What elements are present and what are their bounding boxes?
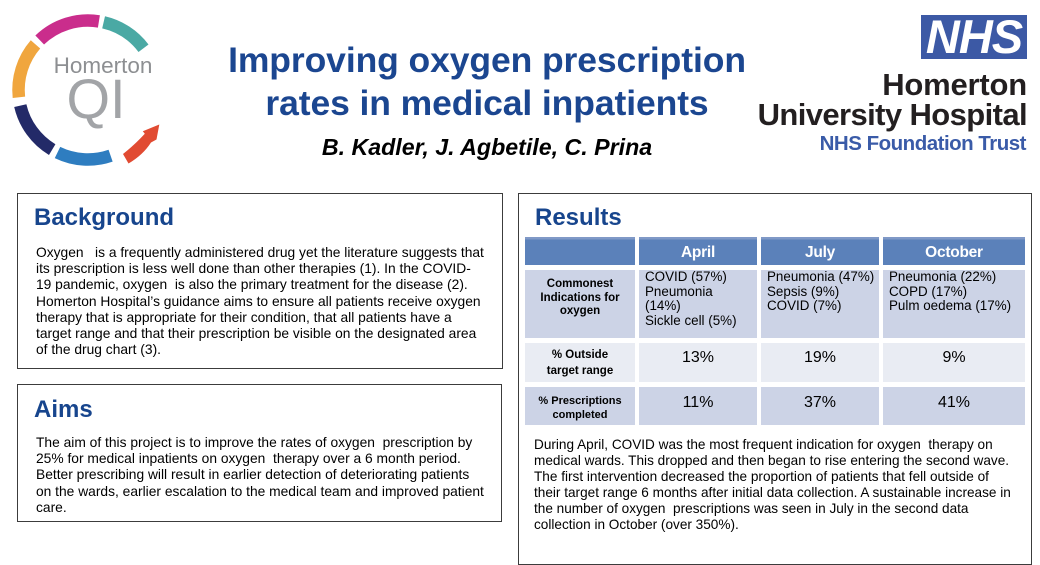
svg-text:QI: QI bbox=[66, 67, 125, 130]
svg-text:Homerton: Homerton bbox=[53, 53, 152, 78]
